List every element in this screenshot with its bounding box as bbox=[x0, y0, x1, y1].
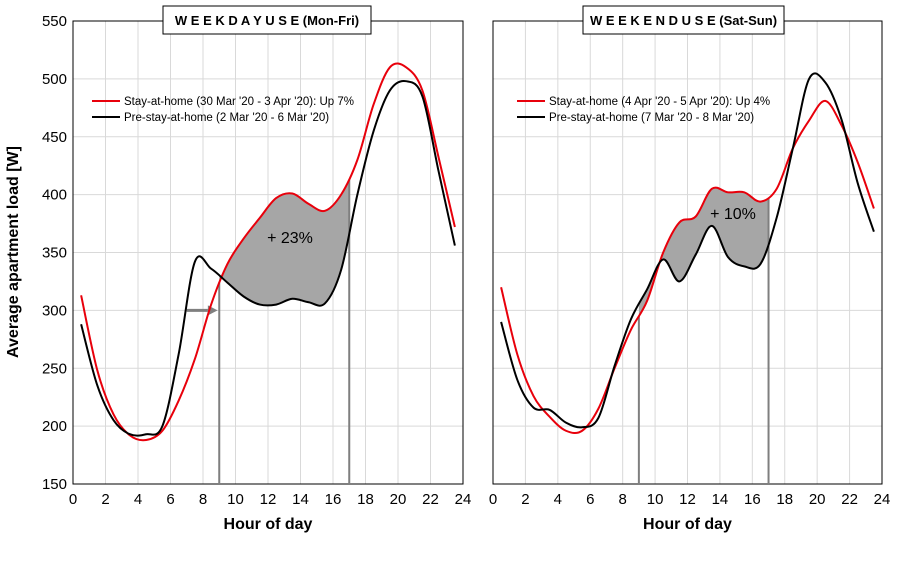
y-tick-label: 550 bbox=[42, 13, 67, 30]
x-tick-label: 0 bbox=[489, 491, 497, 508]
panel-title-box bbox=[162, 5, 372, 35]
x-tick-label: 24 bbox=[455, 491, 472, 508]
x-tick-label: 0 bbox=[69, 491, 77, 508]
difference-annotation: + 10% bbox=[710, 206, 756, 223]
series-line-stay-at-home bbox=[500, 99, 875, 434]
difference-shaded-area bbox=[638, 187, 769, 317]
y-axis-title: Average apartment load [W] bbox=[5, 146, 22, 358]
legend-label: Pre-stay-at-home (7 Mar '20 - 8 Mar '20) bbox=[549, 112, 754, 124]
x-tick-label: 22 bbox=[422, 491, 439, 508]
x-tick-label: 22 bbox=[841, 491, 858, 508]
x-tick-label: 14 bbox=[712, 491, 729, 508]
x-tick-label: 18 bbox=[776, 491, 793, 508]
x-tick-label: 6 bbox=[166, 491, 174, 508]
legend-label: Stay-at-home (4 Apr '20 - 5 Apr '20): Up… bbox=[549, 96, 770, 108]
x-tick-label: 6 bbox=[586, 491, 594, 508]
panel-title-box bbox=[582, 5, 785, 35]
series-line-stay-at-home bbox=[80, 62, 456, 442]
y-tick-label: 300 bbox=[42, 302, 67, 319]
y-tick-label: 500 bbox=[42, 71, 67, 88]
x-tick-label: 8 bbox=[618, 491, 626, 508]
y-tick-label: 150 bbox=[42, 476, 67, 493]
panel-title: W E E K D A Y U S E (Mon-Fri) bbox=[175, 13, 359, 28]
x-axis-title: Hour of day bbox=[643, 516, 732, 533]
x-tick-label: 4 bbox=[134, 491, 142, 508]
x-tick-label: 14 bbox=[292, 491, 309, 508]
x-tick-label: 2 bbox=[101, 491, 109, 508]
difference-shaded-area bbox=[219, 179, 350, 306]
y-tick-label: 200 bbox=[42, 418, 67, 435]
y-tick-label: 400 bbox=[42, 187, 67, 204]
x-tick-label: 2 bbox=[521, 491, 529, 508]
series-line-pre-stay-at-home bbox=[500, 72, 875, 429]
x-tick-label: 16 bbox=[744, 491, 761, 508]
y-tick-label: 250 bbox=[42, 360, 67, 377]
legend-label: Stay-at-home (30 Mar '20 - 3 Apr '20): U… bbox=[124, 96, 354, 108]
x-tick-label: 10 bbox=[227, 491, 244, 508]
difference-annotation: + 23% bbox=[267, 230, 313, 247]
x-tick-label: 12 bbox=[679, 491, 696, 508]
y-tick-label: 450 bbox=[42, 129, 67, 146]
x-tick-label: 16 bbox=[325, 491, 342, 508]
panel-title: W E E K E N D U S E (Sat-Sun) bbox=[590, 13, 777, 28]
x-tick-label: 10 bbox=[647, 491, 664, 508]
x-tick-label: 20 bbox=[390, 491, 407, 508]
x-tick-label: 8 bbox=[199, 491, 207, 508]
x-axis-title: Hour of day bbox=[224, 516, 313, 533]
series-line-pre-stay-at-home bbox=[80, 79, 456, 437]
x-tick-label: 24 bbox=[874, 491, 891, 508]
x-tick-label: 4 bbox=[554, 491, 562, 508]
x-tick-label: 12 bbox=[260, 491, 277, 508]
legend-label: Pre-stay-at-home (2 Mar '20 - 6 Mar '20) bbox=[124, 112, 329, 124]
x-tick-label: 20 bbox=[809, 491, 826, 508]
chart-panel-1: 0 2 4 6 8 10 12 14 16 18 20 22 241502002503003504004… bbox=[42, 5, 472, 533]
x-tick-label: 18 bbox=[357, 491, 374, 508]
y-tick-label: 350 bbox=[42, 245, 67, 262]
